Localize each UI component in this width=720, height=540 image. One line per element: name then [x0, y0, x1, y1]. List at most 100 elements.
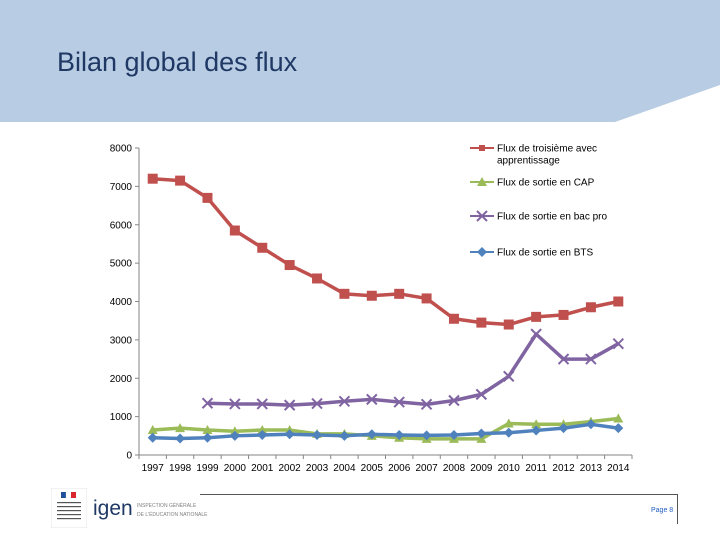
- data-point: [530, 328, 542, 340]
- legend-label: Flux de sortie en BTS: [497, 248, 593, 259]
- data-point: [613, 413, 624, 423]
- data-point: [229, 398, 241, 410]
- igen-logo-text: igen: [93, 497, 133, 520]
- data-point: [448, 394, 460, 407]
- y-tick-label: 7000: [110, 182, 133, 193]
- y-tick-label: 5000: [110, 259, 133, 270]
- data-point: [312, 430, 323, 441]
- y-tick-label: 6000: [110, 220, 133, 231]
- data-point: [613, 423, 624, 434]
- data-point: [394, 430, 405, 441]
- series-layer: [147, 173, 625, 444]
- data-point: [558, 423, 569, 434]
- x-tick-label: 2002: [279, 463, 302, 474]
- igen-logo-subtitle-2: DE L'ÉDUCATION NATIONALE: [137, 512, 208, 518]
- x-tick-label: 2008: [443, 463, 466, 474]
- data-point: [366, 290, 377, 301]
- data-point: [448, 430, 459, 441]
- data-point: [503, 370, 515, 383]
- data-point: [257, 425, 268, 435]
- data-point: [585, 353, 597, 365]
- data-point: [229, 225, 240, 236]
- y-tick-label: 8000: [110, 144, 133, 155]
- series-4: [147, 419, 624, 444]
- data-point: [503, 319, 514, 330]
- chart-axes: 0 1000 2000 3000 4000 5000 6000 7000 8000 1997 199…: [110, 144, 633, 474]
- legend-swatch-marker: [477, 247, 487, 257]
- data-point: [393, 396, 405, 408]
- legend-swatch-marker: [477, 177, 487, 186]
- data-point: [339, 288, 350, 299]
- x-tick-label: 2010: [498, 463, 521, 474]
- republique-francaise-logo: [51, 488, 87, 528]
- data-point: [284, 429, 295, 440]
- legend-swatch-marker: [479, 145, 485, 151]
- x-tick-label: 2005: [361, 463, 384, 474]
- legend-label: Flux de sortie en bac pro: [497, 212, 607, 223]
- data-point: [557, 353, 570, 365]
- data-point: [201, 397, 214, 409]
- legend-item: Flux de sortie en CAP: [470, 177, 595, 189]
- y-tick-label: 1000: [110, 412, 133, 423]
- x-tick-label: 2003: [306, 463, 329, 474]
- data-point: [284, 260, 295, 271]
- series-3: [201, 328, 625, 411]
- x-tick-label: 2000: [224, 463, 247, 474]
- data-point: [531, 311, 542, 322]
- data-point: [283, 399, 296, 411]
- data-point: [311, 397, 323, 410]
- legend-item: Flux de sortie en bac pro: [470, 210, 607, 223]
- data-point: [257, 242, 268, 253]
- x-tick-label: 2009: [470, 463, 493, 474]
- data-point: [475, 388, 488, 401]
- data-point: [229, 430, 240, 441]
- legend-item: Flux de sortie en BTS: [470, 247, 593, 259]
- x-tick-label: 2004: [333, 463, 356, 474]
- y-tick-label: 4000: [110, 297, 133, 308]
- footer-divider-vertical: [677, 494, 678, 524]
- data-point: [202, 432, 213, 443]
- data-point: [613, 296, 624, 307]
- x-tick-label: 2006: [388, 463, 411, 474]
- data-point: [175, 423, 186, 433]
- page-number: Page 8: [651, 507, 674, 514]
- legend-label: apprentissage: [497, 156, 560, 167]
- legend-swatch-marker: [476, 210, 488, 222]
- data-point: [476, 428, 487, 439]
- data-point: [147, 173, 158, 184]
- data-point: [421, 430, 432, 441]
- data-point: [531, 419, 542, 429]
- data-point: [202, 425, 213, 435]
- data-point: [202, 192, 213, 203]
- data-point: [339, 430, 350, 441]
- x-tick-label: 2014: [607, 463, 630, 474]
- series-line: [152, 416, 619, 441]
- data-point: [585, 302, 596, 313]
- footer-divider: [200, 494, 678, 495]
- data-point: [585, 419, 596, 430]
- data-point: [338, 395, 351, 407]
- line-chart: 0 1000 2000 3000 4000 5000 6000 7000 8000 1997 199…: [110, 144, 633, 474]
- x-tick-label: 2001: [251, 463, 274, 474]
- x-tick-label: 2012: [552, 463, 575, 474]
- data-point: [366, 393, 378, 406]
- data-point: [420, 398, 433, 411]
- data-point: [147, 432, 158, 443]
- data-point: [175, 433, 186, 444]
- data-point: [476, 317, 487, 328]
- x-tick-label: 1997: [142, 463, 165, 474]
- slide-title: Bilan global des flux: [57, 47, 298, 77]
- data-point: [312, 273, 323, 284]
- data-point: [147, 425, 158, 435]
- data-point: [503, 418, 514, 428]
- series-1: [147, 173, 624, 330]
- y-tick-label: 3000: [110, 335, 133, 346]
- x-tick-label: 1998: [169, 463, 192, 474]
- x-tick-label: 1999: [196, 463, 219, 474]
- igen-logo-subtitle-1: INSPECTION GÉNÉRALE: [137, 503, 197, 509]
- data-point: [612, 338, 625, 350]
- x-tick-label: 2007: [415, 463, 438, 474]
- y-tick-label: 2000: [110, 374, 133, 385]
